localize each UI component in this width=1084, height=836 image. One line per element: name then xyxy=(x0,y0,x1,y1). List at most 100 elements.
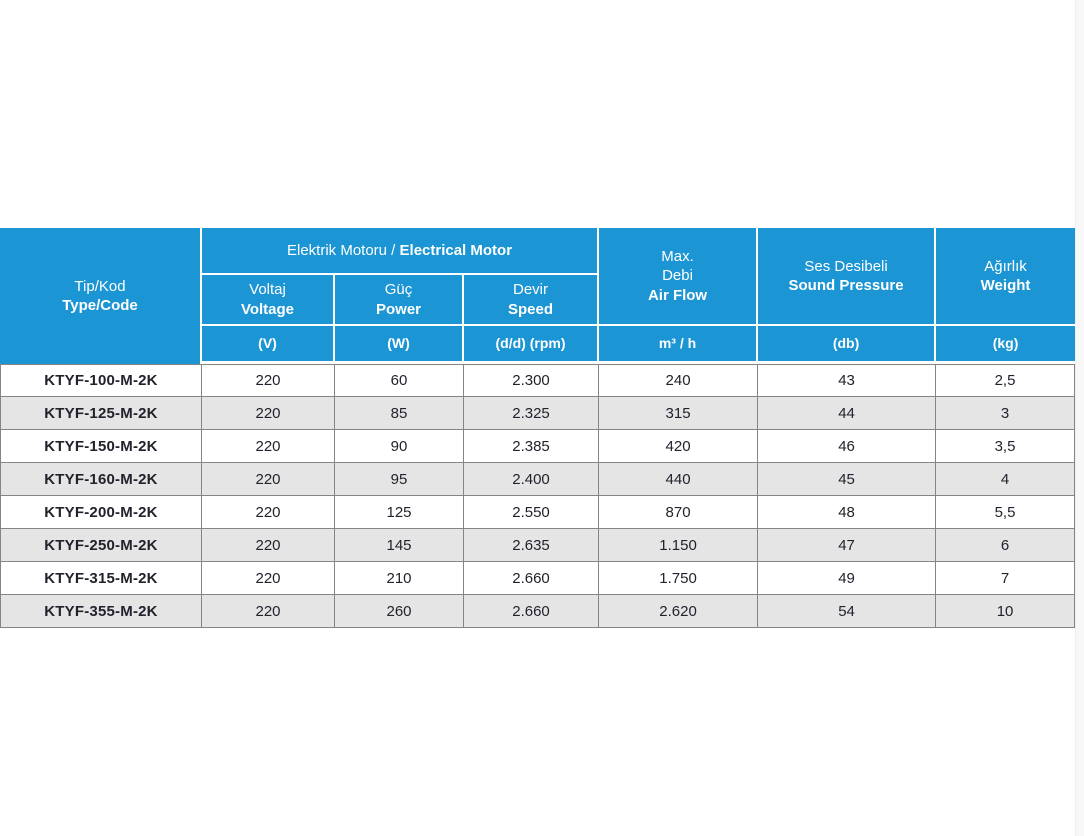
speed-cell: 2.300 xyxy=(464,364,600,397)
speed-label-tr: Devir xyxy=(513,281,549,299)
voltage-label-tr: Voltaj xyxy=(249,281,286,299)
weight-cell: 2,5 xyxy=(936,364,1076,397)
type-code-cell: KTYF-315-M-2K xyxy=(0,562,202,595)
sound-cell: 45 xyxy=(758,463,937,496)
sound-cell: 46 xyxy=(758,430,937,463)
power-cell: 260 xyxy=(335,595,464,628)
type-code-cell: KTYF-200-M-2K xyxy=(0,496,202,529)
voltage-cell: 220 xyxy=(202,496,335,529)
type-code-cell: KTYF-250-M-2K xyxy=(0,529,202,562)
sound-cell: 54 xyxy=(758,595,937,628)
unit-weight: (kg) xyxy=(936,326,1076,364)
air-flow-label-line2: Debi xyxy=(662,267,693,285)
type-code-cell: KTYF-355-M-2K xyxy=(0,595,202,628)
table-row: KTYF-200-M-2K 220 125 2.550 870 48 5,5 xyxy=(0,496,1076,529)
col-header-power: Güç Power xyxy=(335,275,464,326)
air-flow-cell: 870 xyxy=(599,496,759,529)
sound-cell: 44 xyxy=(758,397,937,430)
air-flow-cell: 1.150 xyxy=(599,529,759,562)
unit-voltage: (V) xyxy=(202,326,335,364)
col-header-sound-pressure: Ses Desibeli Sound Pressure xyxy=(758,228,937,326)
speed-cell: 2.325 xyxy=(464,397,600,430)
power-cell: 60 xyxy=(335,364,464,397)
type-code-cell: KTYF-100-M-2K xyxy=(0,364,202,397)
voltage-label-en: Voltage xyxy=(240,300,295,318)
unit-speed: (d/d) (rpm) xyxy=(464,326,600,364)
weight-cell: 3 xyxy=(936,397,1076,430)
table-row: KTYF-150-M-2K 220 90 2.385 420 46 3,5 xyxy=(0,430,1076,463)
col-header-weight: Ağırlık Weight xyxy=(936,228,1076,326)
power-cell: 125 xyxy=(335,496,464,529)
weight-cell: 6 xyxy=(936,529,1076,562)
table-row: KTYF-250-M-2K 220 145 2.635 1.150 47 6 xyxy=(0,529,1076,562)
table-row: KTYF-125-M-2K 220 85 2.325 315 44 3 xyxy=(0,397,1076,430)
table-header: Tip/Kod Type/Code Elektrik Motoru / Elec… xyxy=(0,228,1076,364)
weight-cell: 7 xyxy=(936,562,1076,595)
unit-air-flow: m³ / h xyxy=(599,326,759,364)
power-cell: 95 xyxy=(335,463,464,496)
voltage-cell: 220 xyxy=(202,595,335,628)
air-flow-label-en: Air Flow xyxy=(647,286,708,304)
air-flow-cell: 420 xyxy=(599,430,759,463)
weight-label-tr: Ağırlık xyxy=(984,257,1027,275)
col-header-speed: Devir Speed xyxy=(464,275,600,326)
unit-power: (W) xyxy=(335,326,464,364)
power-label-tr: Güç xyxy=(384,281,413,299)
motor-group-label-tr: Elektrik Motoru / xyxy=(286,241,400,259)
unit-sound: (db) xyxy=(758,326,937,364)
voltage-cell: 220 xyxy=(202,529,335,562)
sound-cell: 48 xyxy=(758,496,937,529)
voltage-cell: 220 xyxy=(202,430,335,463)
table-row: KTYF-315-M-2K 220 210 2.660 1.750 49 7 xyxy=(0,562,1076,595)
table-row: KTYF-160-M-2K 220 95 2.400 440 45 4 xyxy=(0,463,1076,496)
fan-spec-table: Tip/Kod Type/Code Elektrik Motoru / Elec… xyxy=(0,228,1076,628)
sound-cell: 49 xyxy=(758,562,937,595)
sound-cell: 47 xyxy=(758,529,937,562)
voltage-cell: 220 xyxy=(202,562,335,595)
air-flow-label-line1: Max. xyxy=(661,248,694,266)
col-header-voltage: Voltaj Voltage xyxy=(202,275,335,326)
type-code-label-tr: Tip/Kod xyxy=(74,277,126,295)
voltage-cell: 220 xyxy=(202,463,335,496)
speed-label-en: Speed xyxy=(508,300,554,318)
col-group-electrical-motor: Elektrik Motoru / Electrical Motor xyxy=(202,228,600,275)
power-cell: 85 xyxy=(335,397,464,430)
col-header-air-flow: Max. Debi Air Flow xyxy=(599,228,759,326)
speed-cell: 2.660 xyxy=(464,562,600,595)
air-flow-cell: 240 xyxy=(599,364,759,397)
speed-cell: 2.550 xyxy=(464,496,600,529)
air-flow-cell: 315 xyxy=(599,397,759,430)
power-label-en: Power xyxy=(375,300,421,318)
speed-cell: 2.385 xyxy=(464,430,600,463)
weight-label-en: Weight xyxy=(980,277,1031,294)
weight-cell: 5,5 xyxy=(936,496,1076,529)
speed-cell: 2.635 xyxy=(464,529,600,562)
power-cell: 90 xyxy=(335,430,464,463)
air-flow-cell: 2.620 xyxy=(599,595,759,628)
page-edge-strip xyxy=(1075,0,1084,836)
table-row: KTYF-100-M-2K 220 60 2.300 240 43 2,5 xyxy=(0,364,1076,397)
sound-label-en: Sound Pressure xyxy=(788,277,904,294)
speed-cell: 2.400 xyxy=(464,463,600,496)
weight-cell: 4 xyxy=(936,463,1076,496)
sound-cell: 43 xyxy=(758,364,937,397)
type-code-label-en: Type/Code xyxy=(62,297,138,314)
voltage-cell: 220 xyxy=(202,397,335,430)
weight-cell: 10 xyxy=(936,595,1076,628)
voltage-cell: 220 xyxy=(202,364,335,397)
power-cell: 210 xyxy=(335,562,464,595)
table-body: KTYF-100-M-2K 220 60 2.300 240 43 2,5 KT… xyxy=(0,364,1076,628)
type-code-cell: KTYF-150-M-2K xyxy=(0,430,202,463)
motor-group-label-en: Electrical Motor xyxy=(399,241,513,259)
type-code-cell: KTYF-125-M-2K xyxy=(0,397,202,430)
col-header-type-code: Tip/Kod Type/Code xyxy=(0,228,202,364)
power-cell: 145 xyxy=(335,529,464,562)
air-flow-cell: 440 xyxy=(599,463,759,496)
air-flow-cell: 1.750 xyxy=(599,562,759,595)
weight-cell: 3,5 xyxy=(936,430,1076,463)
speed-cell: 2.660 xyxy=(464,595,600,628)
table-row: KTYF-355-M-2K 220 260 2.660 2.620 54 10 xyxy=(0,595,1076,628)
type-code-cell: KTYF-160-M-2K xyxy=(0,463,202,496)
sound-label-tr: Ses Desibeli xyxy=(804,257,888,275)
